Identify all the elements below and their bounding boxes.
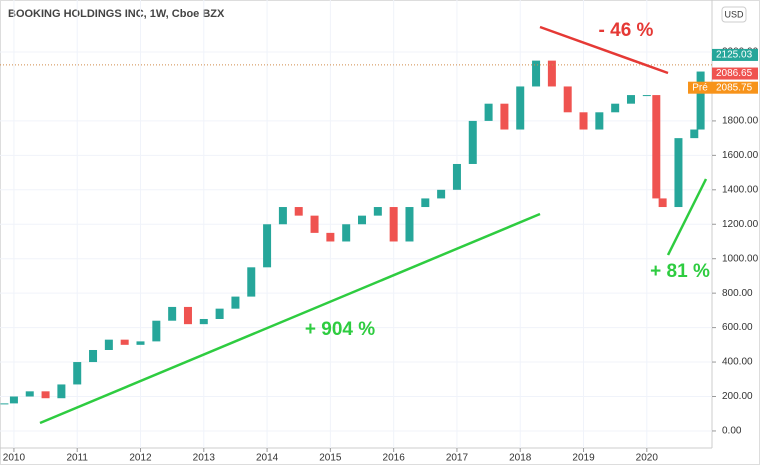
candle [652,95,661,199]
candle [421,198,430,208]
candle [57,384,66,399]
candle [25,391,34,397]
y-tick-label: 600.00 [722,322,753,333]
y-tick-label: 1200.00 [722,219,759,230]
trend-line [666,178,708,256]
y-tick-label: 800.00 [722,288,753,299]
candle [294,207,303,216]
candle [626,95,635,104]
candle [0,403,9,405]
candle [41,391,50,399]
x-tick-label: 2016 [383,453,406,464]
candle [696,71,705,130]
candle [595,112,604,130]
price-tag-box [688,81,712,94]
x-tick-label: 2017 [446,453,469,464]
candle [516,86,525,130]
candle [183,306,192,325]
candle [199,318,208,325]
y-tick-label: 0.00 [722,426,742,437]
candle [373,207,382,216]
x-tick-label: 2019 [572,453,595,464]
candle [547,60,556,87]
x-tick-label: 2018 [509,453,532,464]
candle [9,396,18,404]
candle [690,129,699,139]
y-tick-label: 200.00 [722,391,753,402]
y-tick-label: 400.00 [722,357,753,368]
candle [437,189,446,199]
candle [342,224,351,242]
candle [468,120,477,164]
y-tick-label: 1800.00 [722,116,759,127]
candle [104,339,113,350]
candle [642,95,651,97]
price-label: 2125.03 [716,50,753,61]
x-tick-label: 2011 [66,453,88,464]
currency: USD [724,9,744,19]
price-label-box [712,67,758,80]
candle [120,339,129,345]
x-tick-label: 2020 [636,453,659,464]
candle [563,86,572,113]
y-tick-label: 1400.00 [722,184,759,195]
trend-line [539,25,669,75]
chart-title: BOOKING HOLDINGS INC, 1W, Cboe BZX [8,8,225,20]
x-tick-label: 2014 [256,453,279,464]
candle [310,215,319,233]
candle [152,320,161,342]
annotation: + 904 % [305,319,375,340]
price-tag: Pré [692,82,708,93]
price-label: 2085.75 [716,82,753,93]
annotation: - 46 % [599,20,654,41]
candle [532,60,541,87]
candle [326,232,335,242]
candle [358,215,367,225]
candle [263,224,272,268]
price-label-box [712,48,758,61]
candle [658,198,667,208]
price-label: 2086.65 [716,68,753,79]
candle [89,349,98,363]
candle [611,103,620,113]
x-tick-label: 2013 [193,453,216,464]
candle [215,308,224,319]
x-tick-label: 2010 [3,453,26,464]
price-label-box [712,81,758,94]
candle [247,267,256,297]
candle [168,306,177,321]
candle [579,112,588,130]
candle [73,362,82,385]
candle [674,138,683,208]
candle [136,341,145,345]
trend-line [39,212,541,425]
y-tick-label: 1000.00 [722,253,759,264]
candle [278,207,287,225]
currency-box [721,6,747,23]
candle [500,103,509,130]
candle [452,163,461,190]
y-tick-label: 1600.00 [722,150,759,161]
annotation: + 81 % [650,261,710,282]
candle [389,207,398,242]
x-tick-label: 2012 [129,453,152,464]
candle [231,296,240,309]
x-tick-label: 2015 [319,453,342,464]
candle [405,207,414,242]
candle [484,103,493,121]
